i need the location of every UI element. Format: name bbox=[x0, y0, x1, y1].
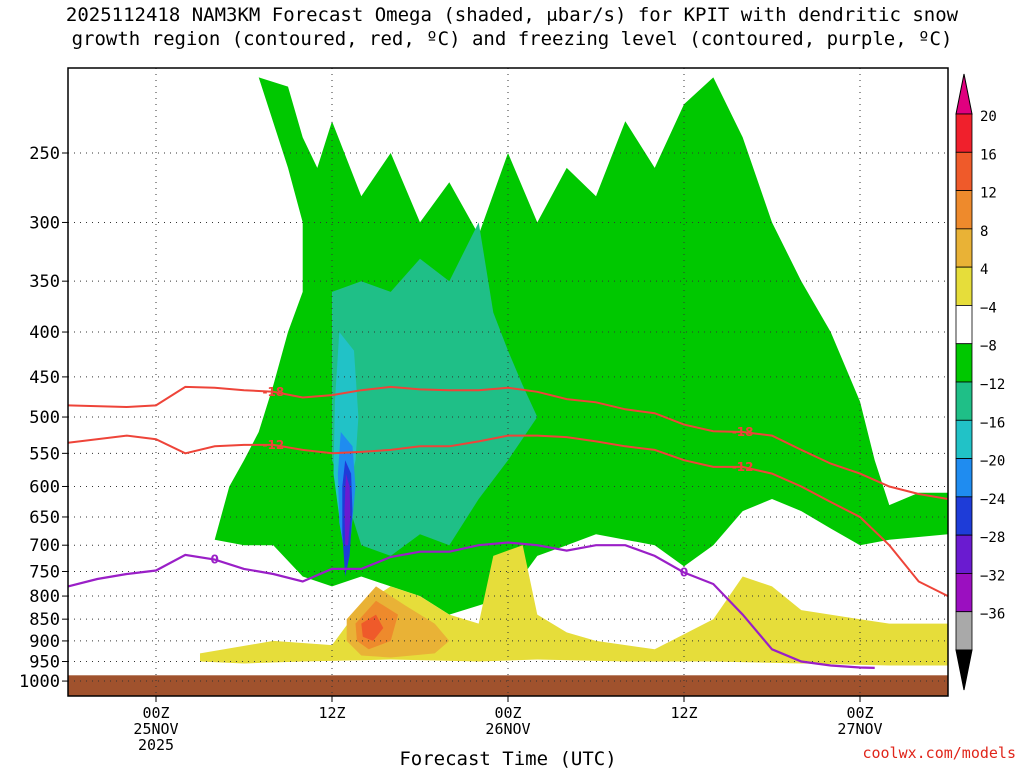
colorbar-label-9: −20 bbox=[980, 454, 1005, 470]
y-tick-label-700: 700 bbox=[29, 536, 60, 556]
omega-shade-0 bbox=[215, 77, 948, 614]
y-tick-label-800: 800 bbox=[29, 587, 60, 607]
colorbar-label-4: 4 bbox=[980, 262, 988, 278]
colorbar-label-7: −12 bbox=[980, 377, 1005, 393]
colorbar-swatch-10 bbox=[956, 497, 972, 535]
colorbar-swatch-13 bbox=[956, 612, 972, 650]
x-tick-label-54-1: 27NOV bbox=[837, 720, 882, 738]
x-tick-label-42-0: 12Z bbox=[670, 704, 697, 722]
x-tick-label-6-2: 2025 bbox=[138, 736, 174, 754]
y-tick-label-650: 650 bbox=[29, 508, 60, 528]
y-tick-label-1000: 1000 bbox=[19, 672, 60, 692]
dgz-contour-0-label-2: -18 bbox=[732, 425, 754, 439]
colorbar-label-1: 16 bbox=[980, 147, 997, 163]
colorbar-label-6: −8 bbox=[980, 339, 997, 355]
colorbar-swatch-6 bbox=[956, 344, 972, 382]
colorbar-label-2: 12 bbox=[980, 186, 997, 202]
colorbar-bottom-arrow bbox=[956, 650, 972, 690]
colorbar-swatch-11 bbox=[956, 535, 972, 573]
y-tick-label-900: 900 bbox=[29, 632, 60, 652]
colorbar-label-8: −16 bbox=[980, 415, 1005, 431]
colorbar-swatch-12 bbox=[956, 573, 972, 611]
x-tick-label-18-0: 12Z bbox=[318, 704, 345, 722]
colorbar-label-11: −28 bbox=[980, 530, 1005, 546]
colorbar-label-12: −32 bbox=[980, 568, 1005, 584]
freezing-level-contour-label: 0 bbox=[210, 553, 218, 567]
dgz-contour-0-label: -18 bbox=[262, 385, 284, 399]
y-tick-label-750: 750 bbox=[29, 562, 60, 582]
y-tick-label-450: 450 bbox=[29, 368, 60, 388]
x-tick-label-30-1: 26NOV bbox=[485, 720, 530, 738]
colorbar-swatch-9 bbox=[956, 459, 972, 497]
y-tick-label-950: 950 bbox=[29, 653, 60, 673]
y-tick-label-550: 550 bbox=[29, 444, 60, 464]
colorbar-swatch-8 bbox=[956, 420, 972, 458]
y-tick-label-350: 350 bbox=[29, 272, 60, 292]
y-tick-label-500: 500 bbox=[29, 408, 60, 428]
colorbar-swatch-5 bbox=[956, 305, 972, 343]
y-tick-label-300: 300 bbox=[29, 213, 60, 233]
dgz-contour-1-label-2: -12 bbox=[732, 460, 754, 474]
dgz-contour-1-label: -12 bbox=[262, 438, 284, 452]
y-tick-label-850: 850 bbox=[29, 610, 60, 630]
y-tick-label-400: 400 bbox=[29, 323, 60, 343]
colorbar-swatch-3 bbox=[956, 229, 972, 267]
freezing-level-contour-label-2: 0 bbox=[680, 565, 688, 579]
colorbar-swatch-4 bbox=[956, 267, 972, 305]
y-tick-label-250: 250 bbox=[29, 144, 60, 164]
colorbar-label-5: −4 bbox=[980, 300, 997, 316]
site-credit[interactable]: coolwx.com/models bbox=[862, 744, 1016, 762]
x-axis-label: Forecast Time (UTC) bbox=[399, 748, 616, 768]
colorbar-top-arrow bbox=[956, 74, 972, 114]
colorbar-label-0: 20 bbox=[980, 109, 997, 125]
colorbar-swatch-2 bbox=[956, 191, 972, 229]
y-tick-label-600: 600 bbox=[29, 477, 60, 497]
colorbar-swatch-0 bbox=[956, 114, 972, 152]
colorbar-label-3: 8 bbox=[980, 224, 988, 240]
colorbar-swatch-1 bbox=[956, 152, 972, 190]
colorbar-label-10: −24 bbox=[980, 492, 1005, 508]
colorbar-label-13: −36 bbox=[980, 607, 1005, 623]
colorbar-swatch-7 bbox=[956, 382, 972, 420]
